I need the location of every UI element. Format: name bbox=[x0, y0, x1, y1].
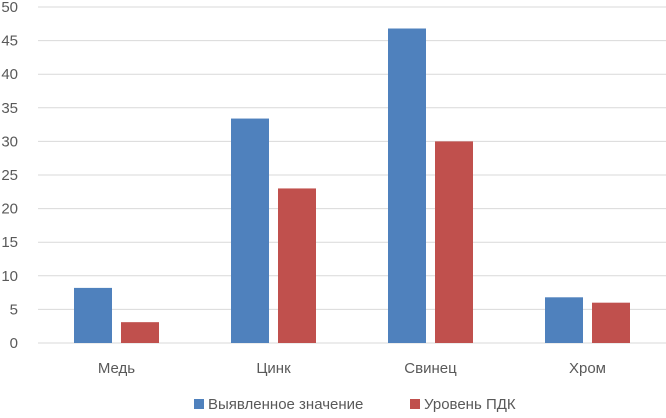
y-tick-label: 25 bbox=[1, 167, 18, 184]
y-tick-label: 20 bbox=[1, 201, 18, 218]
bar-detected-2 bbox=[388, 28, 426, 344]
y-tick-label: 35 bbox=[1, 100, 18, 117]
y-tick-label: 40 bbox=[1, 66, 18, 83]
y-tick-label: 0 bbox=[10, 335, 18, 352]
y-tick-label: 45 bbox=[1, 33, 18, 50]
bar-detected-3 bbox=[545, 297, 583, 343]
bar-mpc-3 bbox=[592, 302, 630, 343]
bar-mpc-1 bbox=[278, 188, 316, 343]
x-category-label: Свинец bbox=[404, 360, 457, 377]
y-tick-label: 30 bbox=[1, 133, 18, 150]
x-category-label: Хром bbox=[569, 360, 606, 377]
y-tick-label: 15 bbox=[1, 234, 18, 251]
y-tick-label: 10 bbox=[1, 268, 18, 285]
bar-mpc-0 bbox=[121, 322, 159, 343]
legend-swatch-1 bbox=[410, 399, 420, 409]
bar-detected-0 bbox=[74, 287, 112, 343]
y-axis-ticks: 0 5 10 15 20 25 30 35 40 45 50 bbox=[1, 0, 18, 352]
bar-mpc-2 bbox=[435, 141, 473, 343]
x-category-label: Цинк bbox=[256, 360, 291, 377]
legend: Выявленное значение Уровень ПДК bbox=[194, 396, 516, 413]
legend-label-1: Уровень ПДК bbox=[424, 396, 516, 413]
bar-detected-1 bbox=[231, 118, 269, 343]
x-category-label: Медь bbox=[98, 360, 135, 377]
y-tick-label: 5 bbox=[10, 301, 18, 318]
x-axis-labels: Медь Цинк Свинец Хром bbox=[98, 360, 606, 377]
bars bbox=[74, 28, 630, 344]
legend-swatch-0 bbox=[194, 399, 204, 409]
legend-label-0: Выявленное значение bbox=[208, 396, 363, 413]
gridlines bbox=[38, 6, 666, 344]
y-tick-label: 50 bbox=[1, 0, 18, 16]
